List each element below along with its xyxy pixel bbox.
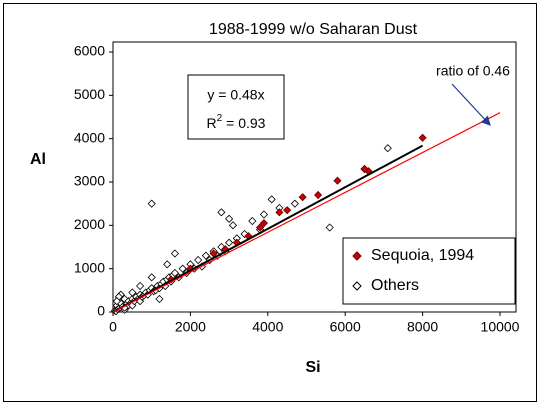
r-base: R	[207, 115, 217, 131]
plot-area: 0 1000 2000 3000 4000 5000 6000 0 2000 4000 6000 80…	[74, 41, 520, 335]
point	[225, 214, 234, 223]
equation-box	[187, 74, 285, 140]
point	[225, 238, 234, 247]
point	[217, 208, 226, 217]
y-tick-label: 1000	[74, 259, 105, 275]
legend-label: Sequoia, 1994	[371, 247, 474, 264]
point	[248, 216, 257, 226]
y-tick-label: 5000	[74, 86, 105, 102]
chart-title: 1988-1999 w/o Saharan Dust	[209, 21, 418, 38]
point	[178, 264, 187, 273]
point	[283, 206, 292, 215]
point	[418, 133, 427, 142]
point	[259, 210, 268, 219]
point	[333, 176, 342, 185]
point	[290, 199, 299, 208]
y-tick-label: 2000	[74, 216, 105, 232]
point	[112, 297, 121, 306]
y-tick-label: 4000	[74, 129, 105, 145]
x-tick-label: 6000	[330, 319, 361, 335]
x-tick-label: 2000	[175, 319, 206, 335]
trend-line	[112, 112, 501, 313]
point	[383, 144, 392, 153]
trend-line	[112, 144, 424, 313]
y-tick-label: 0	[97, 303, 105, 319]
point	[314, 190, 323, 200]
point	[267, 195, 276, 204]
x-tick-label: 10000	[481, 319, 520, 335]
legend-box	[342, 237, 516, 305]
legend-marker	[352, 281, 362, 291]
annotation-arrow	[451, 83, 491, 126]
point	[275, 208, 284, 217]
point	[360, 164, 369, 174]
point	[128, 288, 137, 297]
ratio-annotation: ratio of 0.46	[436, 63, 510, 79]
x-tick-label: 4000	[252, 319, 283, 335]
point	[201, 251, 210, 260]
r-sup: 2	[217, 113, 223, 124]
point	[136, 281, 145, 291]
r-rest: = 0.93	[222, 115, 265, 131]
point	[170, 268, 179, 278]
legend: Sequoia, 1994 Others	[342, 237, 516, 305]
point	[170, 249, 179, 258]
point	[147, 273, 156, 282]
point	[255, 223, 265, 232]
point	[194, 255, 203, 265]
x-tick-label: 0	[109, 319, 117, 335]
point	[155, 294, 164, 304]
point	[298, 193, 307, 202]
legend-label: Others	[371, 277, 419, 294]
y-axis-title: Al	[30, 151, 46, 168]
legend-marker	[352, 251, 362, 261]
r-squared: R2 = 0.93	[207, 113, 266, 131]
equation: y = 0.48x	[207, 87, 264, 103]
y-tick-label: 3000	[74, 173, 105, 189]
point	[325, 223, 334, 232]
point	[147, 199, 156, 208]
x-tick-label: 8000	[407, 319, 438, 335]
y-tick-label: 6000	[74, 43, 105, 59]
point	[228, 221, 238, 230]
x-axis-title: Si	[305, 359, 320, 376]
point	[163, 260, 172, 269]
point	[259, 219, 268, 228]
